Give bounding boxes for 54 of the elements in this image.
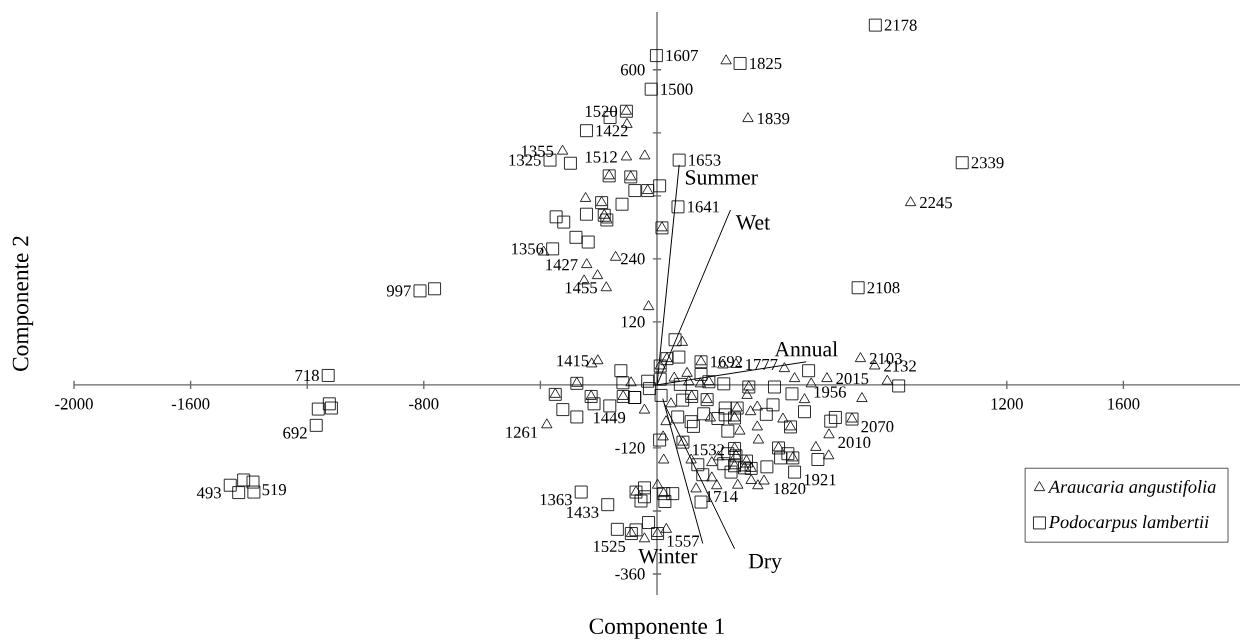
y-tick-label: 120	[621, 316, 645, 328]
annotation: 1653	[689, 154, 721, 166]
y-axis-title: Componente 2	[12, 236, 34, 371]
series-label: Annual	[774, 341, 838, 357]
annotation: 2070	[861, 421, 894, 433]
annotation: 1607	[666, 49, 698, 62]
annotation: 1363	[540, 494, 572, 506]
y-tick-label: 600	[620, 64, 645, 76]
y-tick-label: -120	[615, 442, 645, 454]
annotation: 1777	[746, 358, 778, 370]
annotation: 1261	[506, 426, 538, 439]
annotation: 1525	[593, 540, 626, 552]
legend-label: Podocarpus lambertii	[1048, 515, 1209, 532]
x-axis-title: Componente 1	[589, 618, 724, 639]
annotation: 2245	[920, 197, 952, 209]
annotation: 1557	[667, 535, 700, 547]
x-tick-label: -2000	[55, 398, 93, 410]
annotation: 1449	[593, 412, 626, 424]
annotation: 692	[283, 427, 307, 439]
x-tick-label: 1600	[1108, 398, 1140, 410]
annotation: 1356	[512, 243, 544, 255]
annotation: 1839	[758, 112, 790, 125]
annotation: 1500	[661, 83, 693, 95]
annotation: 519	[262, 484, 286, 496]
annotation: 1427	[546, 259, 578, 271]
x-tick-label: 1200	[991, 398, 1023, 410]
annotation: 1455	[565, 282, 597, 294]
annotation: 1520	[585, 105, 618, 117]
series-label: Dry	[748, 554, 782, 573]
annotation: 1956	[814, 386, 847, 398]
series-label: Summer	[685, 170, 758, 185]
series-label: Winter	[638, 548, 698, 564]
annotation: 493	[196, 487, 221, 499]
series-label: Wet	[735, 215, 771, 230]
annotation: 2108	[867, 282, 900, 294]
annotation: 1825	[750, 57, 782, 70]
annotation: 1433	[567, 506, 599, 518]
annotation: 718	[295, 369, 319, 382]
annotation: 2339	[971, 157, 1004, 169]
annotation: 1820	[774, 483, 806, 495]
annotation: 2015	[836, 372, 869, 385]
annotation: 1921	[804, 474, 836, 486]
x-tick-label: -800	[409, 398, 439, 410]
annotation: 1415	[557, 355, 589, 367]
annotation: 2178	[884, 19, 917, 31]
annotation: 1641	[688, 201, 719, 213]
y-tick-label: 240	[621, 253, 645, 265]
annotation: 1422	[596, 125, 628, 137]
annotation: 997	[386, 285, 411, 297]
annotation: 1512	[585, 151, 617, 163]
y-tick-label: -360	[615, 568, 645, 580]
annotation: 2010	[838, 436, 871, 449]
legend-label: Araucaria angustifolia	[1047, 479, 1216, 497]
x-tick-label: -1600	[171, 398, 210, 410]
